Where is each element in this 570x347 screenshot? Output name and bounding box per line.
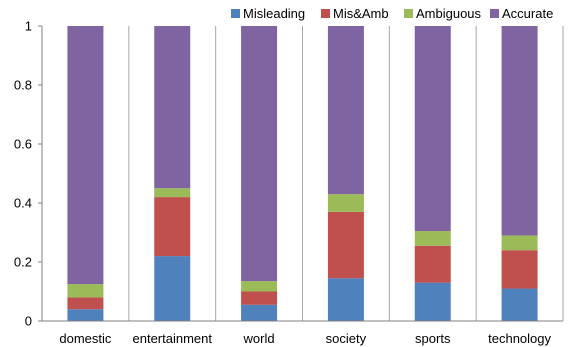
bar-misleading-society [327, 278, 364, 321]
y-axis-ticks: 0 0.2 0.4 0.6 0.8 1 [14, 19, 42, 329]
x-tick-label: world [243, 331, 275, 346]
bars [67, 26, 538, 321]
x-axis-ticks: domestic entertainment world society sports t… [59, 331, 551, 346]
x-tick-label: sports [415, 331, 451, 346]
bar-misleading-domestic [67, 309, 104, 321]
bar-mis-amb-entertainment [154, 197, 191, 257]
gridlines [41, 26, 564, 321]
bar-ambiguous-society [327, 194, 364, 212]
legend-swatch-misleading [231, 9, 240, 18]
bar-accurate-technology [501, 26, 538, 236]
bar-accurate-entertainment [154, 26, 191, 189]
bar-mis-amb-society [327, 211, 364, 279]
y-tick-label: 0.8 [14, 78, 32, 93]
x-tick-label: technology [488, 331, 551, 346]
legend: Misleading Mis&Amb Ambiguous Accurate [231, 6, 553, 21]
bar-accurate-world [241, 26, 278, 282]
y-tick-label: 0.4 [14, 196, 32, 211]
bar-mis-amb-domestic [67, 297, 104, 310]
bar-mis-amb-sports [414, 245, 451, 283]
axes [41, 26, 563, 322]
bar-accurate-society [327, 26, 364, 195]
legend-label-mis-amb: Mis&Amb [333, 6, 389, 21]
legend-swatch-ambiguous [404, 9, 413, 18]
bar-ambiguous-world [241, 281, 278, 292]
bar-misleading-technology [501, 288, 538, 321]
bar-mis-amb-world [241, 291, 278, 305]
bar-misleading-sports [414, 282, 451, 321]
bar-accurate-domestic [67, 26, 104, 285]
legend-label-accurate: Accurate [502, 6, 553, 21]
bar-ambiguous-entertainment [154, 188, 191, 198]
legend-swatch-accurate [490, 9, 499, 18]
bar-ambiguous-sports [414, 231, 451, 246]
y-tick-label: 1 [25, 19, 32, 34]
x-tick-label: society [326, 331, 367, 346]
bar-ambiguous-technology [501, 235, 538, 251]
x-tick-label: domestic [59, 331, 112, 346]
y-tick-label: 0.2 [14, 255, 32, 270]
legend-label-misleading: Misleading [243, 6, 305, 21]
bar-misleading-world [241, 304, 278, 321]
bar-misleading-entertainment [154, 256, 191, 321]
y-tick-label: 0.6 [14, 137, 32, 152]
x-tick-label: entertainment [133, 331, 213, 346]
legend-swatch-mis-amb [321, 9, 330, 18]
bar-ambiguous-domestic [67, 284, 104, 298]
bar-mis-amb-technology [501, 250, 538, 289]
legend-label-ambiguous: Ambiguous [416, 6, 482, 21]
bar-accurate-sports [414, 26, 451, 232]
y-tick-label: 0 [25, 314, 32, 329]
